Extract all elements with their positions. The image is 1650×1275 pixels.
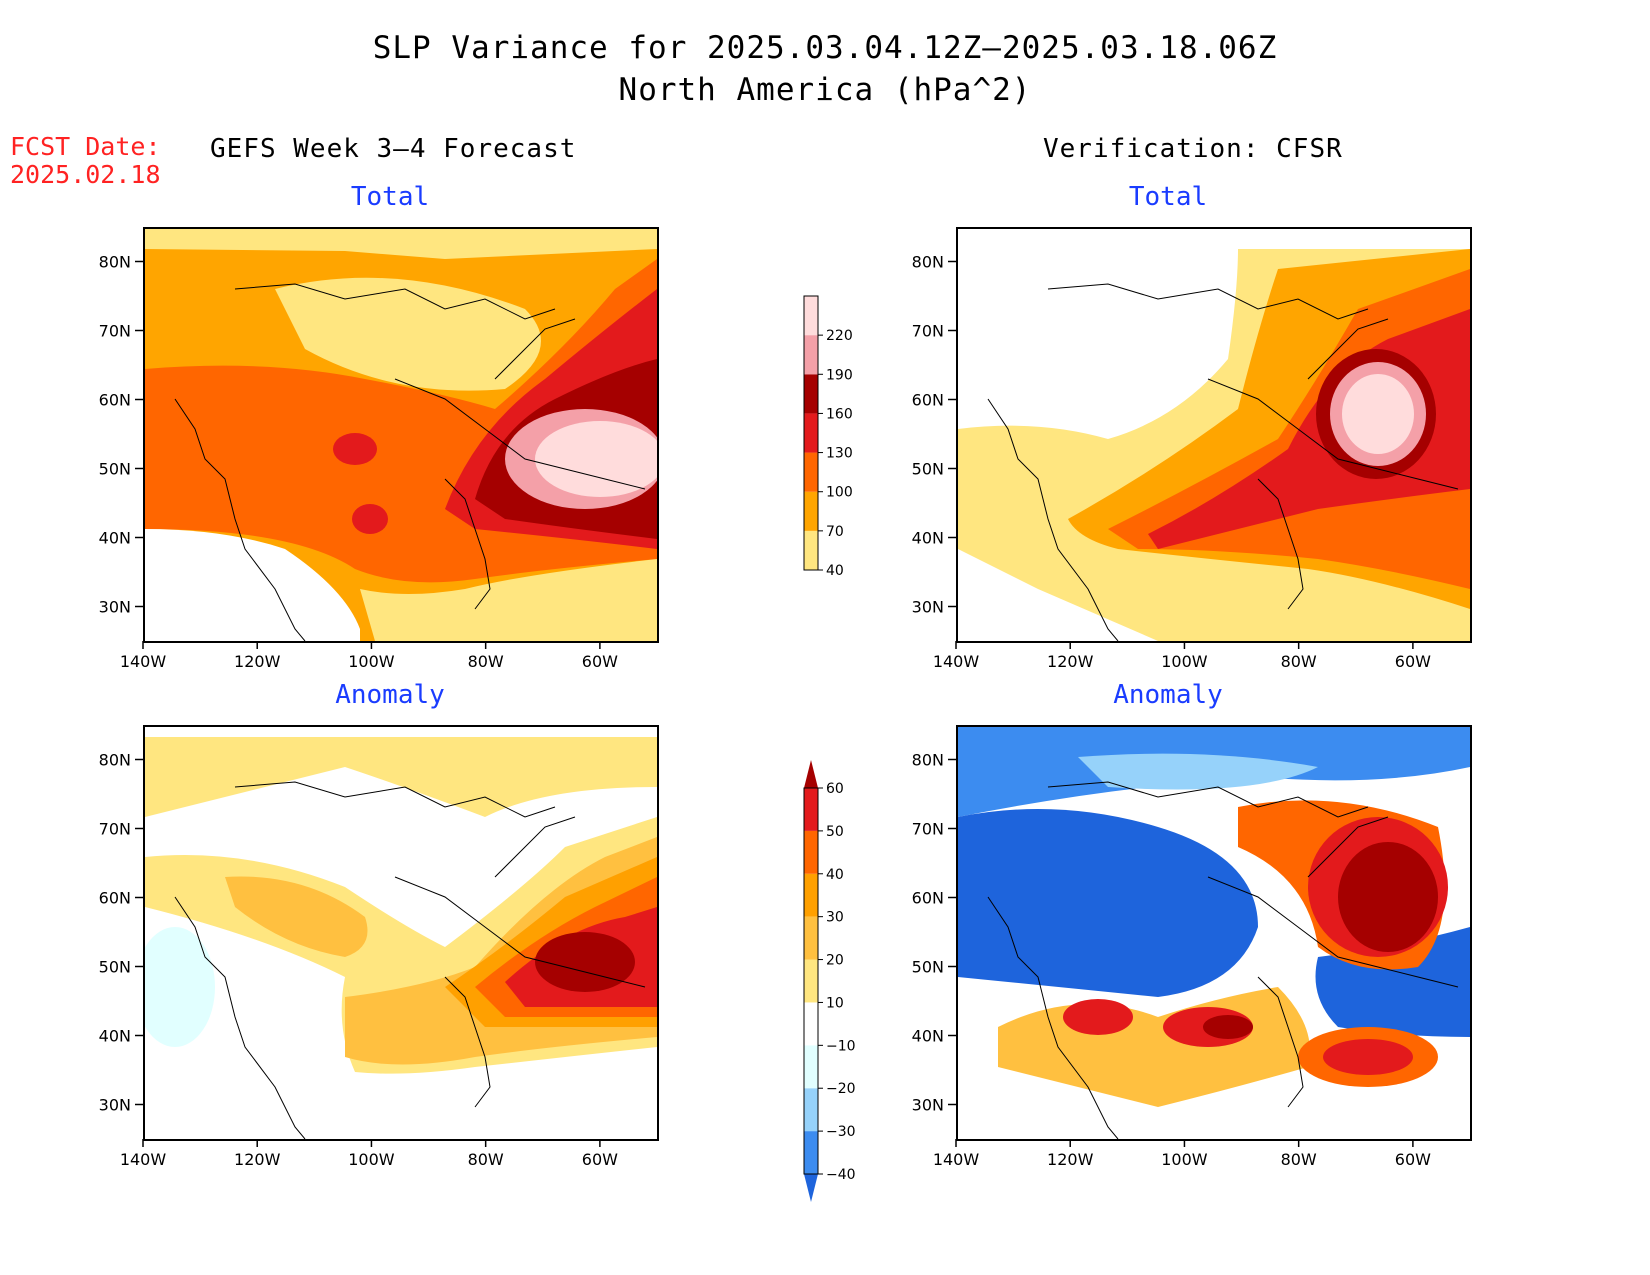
- lon-tick-label: 120W: [234, 652, 281, 671]
- colorbar-swatch: [804, 1131, 818, 1174]
- lat-tick-label: 80N: [912, 751, 944, 770]
- lat-tick-label: 50N: [99, 460, 131, 479]
- lat-tick-label: 80N: [99, 751, 131, 770]
- lat-tick-label: 70N: [912, 322, 944, 341]
- lon-tick-label: 100W: [348, 652, 395, 671]
- colorbar-swatch: [804, 1002, 818, 1046]
- lat-tick-label: 30N: [99, 598, 131, 617]
- colorbar-level-label: 20: [826, 953, 844, 969]
- colorbar-bottom-arrow: [804, 1174, 818, 1202]
- lat-tick-label: 60N: [912, 889, 944, 908]
- lon-tick-label: 80W: [468, 652, 504, 671]
- lat-tick-label: 30N: [912, 1096, 944, 1115]
- lat-tick-label: 60N: [99, 889, 131, 908]
- fcst-date-value: 2025.02.18: [10, 160, 161, 189]
- map-panel-verification-anomaly: [956, 725, 1472, 1141]
- lat-tick-label: 80N: [912, 253, 944, 272]
- colorbar-level-label: −10: [826, 1038, 856, 1054]
- colorbar-level-label: 220: [826, 328, 853, 344]
- lon-tick-label: 60W: [1395, 652, 1431, 671]
- colorbar-swatch: [804, 296, 818, 336]
- lat-tick-label: 70N: [99, 322, 131, 341]
- lon-tick-label: 80W: [1281, 652, 1317, 671]
- lon-tick-label: 100W: [348, 1150, 395, 1169]
- figure-title: SLP Variance for 2025.03.04.12Z–2025.03.…: [372, 30, 1278, 66]
- lat-tick-label: 40N: [99, 1027, 131, 1046]
- panel-title-forecast-anomaly: Anomaly: [335, 680, 445, 710]
- colorbar-swatch: [804, 491, 818, 531]
- map-panel-forecast-total: [143, 227, 659, 643]
- colorbar-level-label: 40: [826, 867, 844, 883]
- lon-tick-label: 60W: [582, 652, 618, 671]
- colorbar-swatch: [804, 1088, 818, 1132]
- colorbar-level-label: −20: [826, 1081, 856, 1097]
- colorbar-swatch: [804, 1045, 818, 1089]
- panel-title-forecast-total: Total: [350, 182, 430, 212]
- colorbar-level-label: 130: [826, 446, 853, 462]
- colorbar-anomaly: −40 −30 −20 −10 10 20 30 40 50 60: [803, 760, 856, 1202]
- figure-subtitle: North America (hPa^2): [618, 72, 1032, 108]
- colorbar-swatch: [804, 335, 818, 375]
- lon-tick-label: 100W: [1161, 652, 1208, 671]
- colorbar-level-label: 30: [826, 910, 844, 926]
- colorbar-level-label: 100: [826, 485, 853, 501]
- colorbar-level-label: 70: [826, 524, 844, 540]
- map-panel-forecast-anomaly: [143, 725, 659, 1141]
- colorbar-swatch: [804, 413, 818, 453]
- lon-tick-label: 60W: [1395, 1150, 1431, 1169]
- colorbar-swatch: [804, 788, 818, 831]
- colorbar-level-label: 10: [826, 995, 844, 1011]
- right-column-title: Verification: CFSR: [1043, 134, 1343, 164]
- colorbar-level-label: 50: [826, 824, 844, 840]
- panel-title-verification-total: Total: [1128, 182, 1208, 212]
- lat-tick-label: 60N: [99, 391, 131, 410]
- colorbar-swatch: [804, 830, 818, 874]
- lon-tick-label: 140W: [120, 652, 167, 671]
- colorbar-top-arrow: [804, 760, 818, 788]
- lon-tick-label: 100W: [1161, 1150, 1208, 1169]
- colorbar-swatch: [804, 916, 818, 960]
- lon-tick-label: 80W: [468, 1150, 504, 1169]
- lat-tick-label: 40N: [912, 1027, 944, 1046]
- lat-tick-label: 40N: [912, 529, 944, 548]
- colorbar-level-label: 60: [826, 781, 844, 797]
- lon-tick-label: 60W: [582, 1150, 618, 1169]
- colorbar-level-label: 40: [826, 563, 844, 579]
- lon-tick-label: 120W: [234, 1150, 281, 1169]
- lon-tick-label: 80W: [1281, 1150, 1317, 1169]
- lat-tick-label: 50N: [912, 460, 944, 479]
- colorbar-level-label: 160: [826, 406, 853, 422]
- lon-tick-label: 120W: [1047, 1150, 1094, 1169]
- lon-tick-label: 140W: [120, 1150, 167, 1169]
- colorbar-frame: [803, 295, 819, 571]
- lat-tick-label: 70N: [99, 820, 131, 839]
- lon-tick-label: 140W: [933, 652, 980, 671]
- colorbar-swatch: [804, 873, 818, 917]
- lat-tick-label: 50N: [99, 958, 131, 977]
- lat-tick-label: 50N: [912, 958, 944, 977]
- colorbar-total: 40 70 100 130 160 190 220: [803, 295, 853, 579]
- colorbar-level-label: −40: [826, 1167, 856, 1183]
- lon-tick-label: 140W: [933, 1150, 980, 1169]
- panel-title-verification-anomaly: Anomaly: [1113, 680, 1223, 710]
- fcst-date-label: FCST Date:: [10, 132, 161, 161]
- lat-tick-label: 40N: [99, 529, 131, 548]
- left-column-title: GEFS Week 3–4 Forecast: [210, 134, 577, 164]
- colorbar-level-label: 190: [826, 367, 853, 383]
- map-panel-verification-total: [956, 227, 1472, 643]
- lon-tick-label: 120W: [1047, 652, 1094, 671]
- colorbar-level-label: −30: [826, 1124, 856, 1140]
- lat-tick-label: 70N: [912, 820, 944, 839]
- colorbar-swatch: [804, 959, 818, 1003]
- lat-tick-label: 30N: [912, 598, 944, 617]
- colorbar-swatch: [804, 452, 818, 492]
- colorbar-swatch: [804, 374, 818, 414]
- lat-tick-label: 30N: [99, 1096, 131, 1115]
- lat-tick-label: 60N: [912, 391, 944, 410]
- lat-tick-label: 80N: [99, 253, 131, 272]
- colorbar-swatch: [804, 530, 818, 570]
- colorbar-frame: [803, 787, 819, 1175]
